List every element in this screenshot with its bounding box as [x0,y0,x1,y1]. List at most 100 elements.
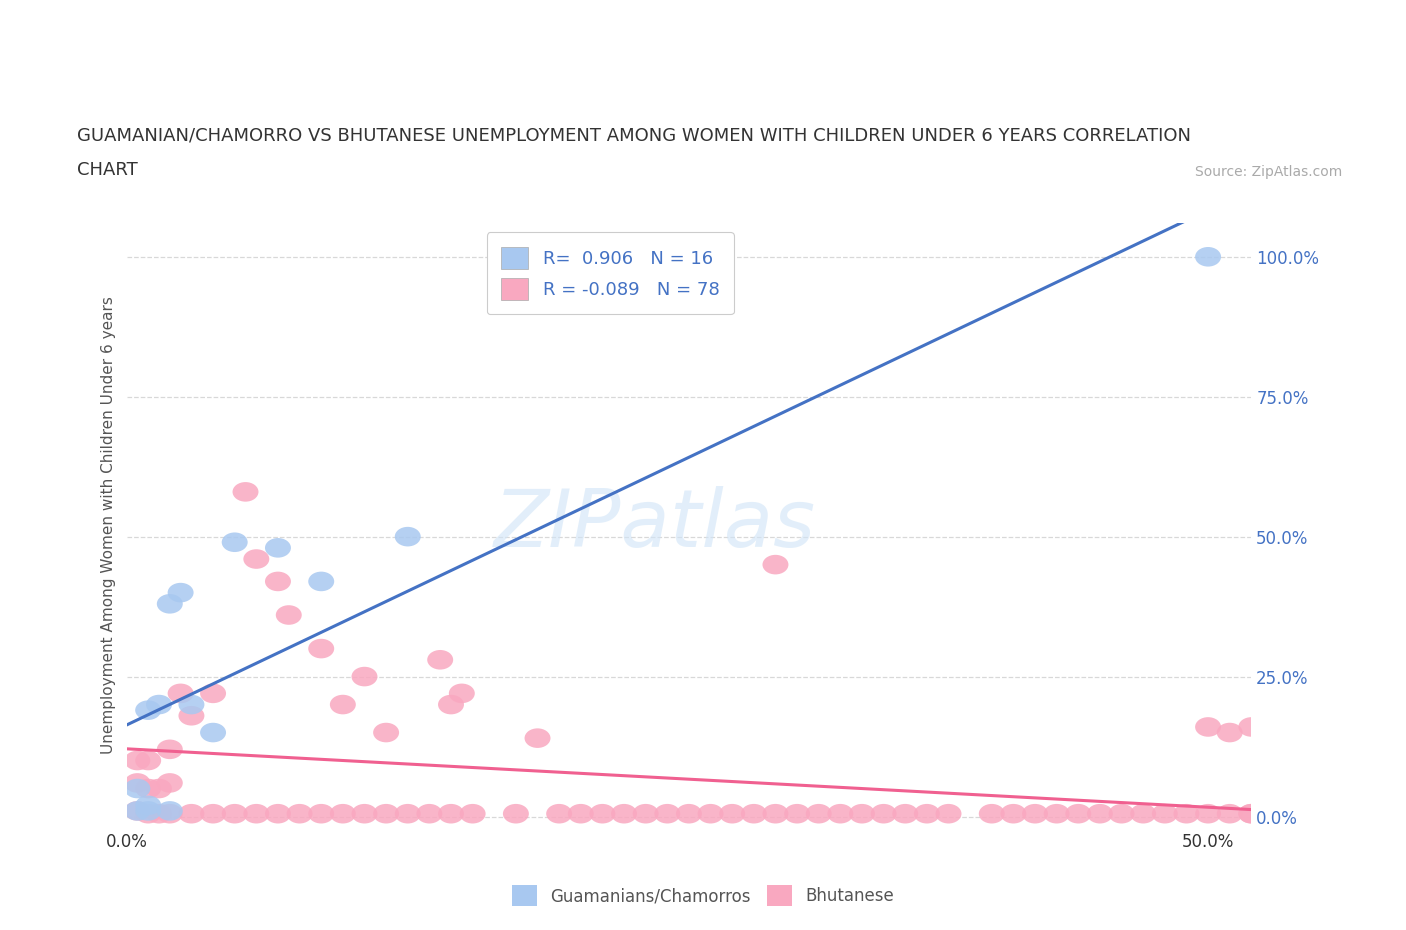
Ellipse shape [1195,804,1220,823]
Ellipse shape [157,804,183,823]
Ellipse shape [276,605,302,625]
Ellipse shape [124,751,150,770]
Ellipse shape [373,723,399,742]
Ellipse shape [1130,804,1156,823]
Ellipse shape [720,804,745,823]
Ellipse shape [741,804,766,823]
Text: ZIPatlas: ZIPatlas [494,486,817,565]
Ellipse shape [612,804,637,823]
Ellipse shape [352,667,377,686]
Ellipse shape [157,773,183,792]
Ellipse shape [157,739,183,759]
Ellipse shape [633,804,658,823]
Ellipse shape [179,804,204,823]
Ellipse shape [1195,247,1220,267]
Ellipse shape [395,527,420,547]
Ellipse shape [427,650,453,670]
Ellipse shape [870,804,897,823]
Y-axis label: Unemployment Among Women with Children Under 6 years: Unemployment Among Women with Children U… [101,297,117,754]
Ellipse shape [264,538,291,558]
Text: Source: ZipAtlas.com: Source: ZipAtlas.com [1195,165,1343,179]
Ellipse shape [243,804,270,823]
Ellipse shape [589,804,616,823]
Text: CHART: CHART [77,161,138,179]
Ellipse shape [157,801,183,820]
Ellipse shape [1174,804,1199,823]
Ellipse shape [135,795,162,815]
Ellipse shape [439,695,464,714]
Ellipse shape [1108,804,1135,823]
Ellipse shape [654,804,681,823]
Ellipse shape [546,804,572,823]
Ellipse shape [146,804,172,823]
Ellipse shape [1195,717,1220,737]
Ellipse shape [135,804,162,823]
Ellipse shape [762,555,789,575]
Ellipse shape [352,804,377,823]
Ellipse shape [806,804,832,823]
Ellipse shape [287,804,312,823]
Ellipse shape [1216,804,1243,823]
Ellipse shape [124,778,150,798]
Ellipse shape [124,801,150,820]
Text: GUAMANIAN/CHAMORRO VS BHUTANESE UNEMPLOYMENT AMONG WOMEN WITH CHILDREN UNDER 6 Y: GUAMANIAN/CHAMORRO VS BHUTANESE UNEMPLOY… [77,126,1191,144]
Ellipse shape [395,804,420,823]
Ellipse shape [676,804,702,823]
Ellipse shape [503,804,529,823]
Ellipse shape [157,594,183,614]
Ellipse shape [785,804,810,823]
Ellipse shape [179,706,204,725]
Ellipse shape [1001,804,1026,823]
Ellipse shape [449,684,475,703]
Ellipse shape [1239,804,1264,823]
Legend: R=  0.906   N = 16, R = -0.089   N = 78: R= 0.906 N = 16, R = -0.089 N = 78 [486,232,734,314]
Ellipse shape [373,804,399,823]
Ellipse shape [167,684,194,703]
Ellipse shape [1066,804,1091,823]
Ellipse shape [416,804,443,823]
Ellipse shape [697,804,724,823]
Ellipse shape [146,695,172,714]
Ellipse shape [222,804,247,823]
Ellipse shape [1239,717,1264,737]
Ellipse shape [1022,804,1047,823]
Ellipse shape [979,804,1005,823]
Ellipse shape [1239,804,1264,823]
Ellipse shape [1087,804,1114,823]
Ellipse shape [330,804,356,823]
Ellipse shape [308,572,335,591]
Ellipse shape [124,801,150,820]
Ellipse shape [762,804,789,823]
Ellipse shape [167,583,194,603]
Ellipse shape [264,804,291,823]
Ellipse shape [146,778,172,798]
Ellipse shape [222,533,247,552]
Ellipse shape [935,804,962,823]
Ellipse shape [124,773,150,792]
Ellipse shape [893,804,918,823]
Ellipse shape [200,723,226,742]
Ellipse shape [200,684,226,703]
Ellipse shape [135,778,162,798]
Ellipse shape [179,695,204,714]
Ellipse shape [460,804,485,823]
Ellipse shape [568,804,593,823]
Ellipse shape [524,728,551,748]
Ellipse shape [914,804,939,823]
Ellipse shape [439,804,464,823]
Ellipse shape [330,695,356,714]
Ellipse shape [200,804,226,823]
Ellipse shape [135,801,162,820]
Ellipse shape [135,700,162,720]
Ellipse shape [827,804,853,823]
Ellipse shape [1216,723,1243,742]
Ellipse shape [135,751,162,770]
Ellipse shape [1043,804,1070,823]
Ellipse shape [232,482,259,501]
Ellipse shape [308,639,335,658]
Ellipse shape [264,572,291,591]
Ellipse shape [1152,804,1178,823]
Ellipse shape [308,804,335,823]
Legend: Guamanians/Chamorros, Bhutanese: Guamanians/Chamorros, Bhutanese [505,879,901,912]
Ellipse shape [243,550,270,569]
